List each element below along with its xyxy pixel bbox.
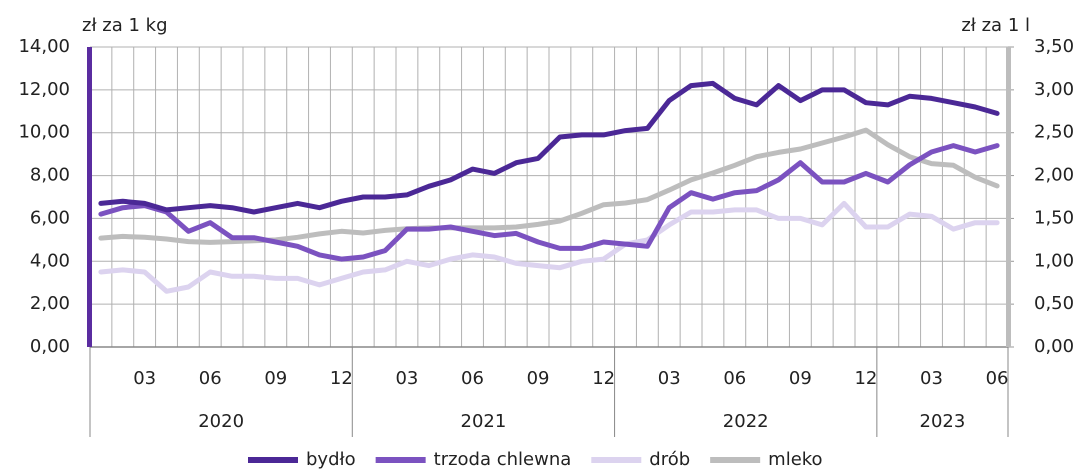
x-tick-label: 06 xyxy=(723,368,746,389)
legend-label: drób xyxy=(649,449,690,470)
line-series xyxy=(98,127,1000,245)
y-tick-label: 10,00 xyxy=(18,122,70,143)
x-tick-label: 03 xyxy=(133,368,156,389)
y2-tick-label: 0,00 xyxy=(1034,336,1074,357)
y-tick-label: 0,00 xyxy=(30,336,70,357)
y-axis xyxy=(87,47,92,347)
y-tick-label: 4,00 xyxy=(30,250,70,271)
x-tick-label: 03 xyxy=(658,368,681,389)
x-tick-label: 12 xyxy=(854,368,877,389)
y2-tick-label: 3,50 xyxy=(1034,36,1074,57)
y2-axis xyxy=(1006,47,1011,347)
x-tick-label: 06 xyxy=(199,368,222,389)
x-tick-label: 03 xyxy=(920,368,943,389)
x-tick-label: 06 xyxy=(461,368,484,389)
x-tick-label: 12 xyxy=(330,368,353,389)
y2-tick-label: 1,50 xyxy=(1034,207,1074,228)
y-tick-label: 14,00 xyxy=(18,36,70,57)
y2-tick-label: 3,00 xyxy=(1034,79,1074,100)
x-tick-label: 09 xyxy=(527,368,550,389)
y-tick-label: 8,00 xyxy=(30,165,70,186)
line-series xyxy=(98,200,1000,294)
y-tick-label: 12,00 xyxy=(18,79,70,100)
x-tick-label: 12 xyxy=(592,368,615,389)
legend-label: mleko xyxy=(768,449,822,470)
year-label: 2022 xyxy=(723,411,769,432)
x-tick-label: 06 xyxy=(986,368,1009,389)
y2-tick-label: 0,50 xyxy=(1034,293,1074,314)
line-series xyxy=(98,80,1000,215)
legend-label: bydło xyxy=(306,449,356,470)
year-label: 2020 xyxy=(198,411,244,432)
y-tick-label: 2,00 xyxy=(30,293,70,314)
x-tick-label: 09 xyxy=(264,368,287,389)
x-tick-label: 09 xyxy=(789,368,812,389)
y2-tick-label: 1,00 xyxy=(1034,250,1074,271)
line-series xyxy=(98,143,1000,262)
y2-axis-label: zł za 1 l xyxy=(961,15,1030,36)
year-label: 2021 xyxy=(461,411,507,432)
year-label: 2023 xyxy=(920,411,966,432)
y-axis-label: zł za 1 kg xyxy=(82,15,168,36)
legend-label: trzoda chlewna xyxy=(434,449,572,470)
y2-tick-label: 2,00 xyxy=(1034,165,1074,186)
y2-tick-label: 2,50 xyxy=(1034,122,1074,143)
x-tick-label: 03 xyxy=(395,368,418,389)
y-tick-label: 6,00 xyxy=(30,207,70,228)
